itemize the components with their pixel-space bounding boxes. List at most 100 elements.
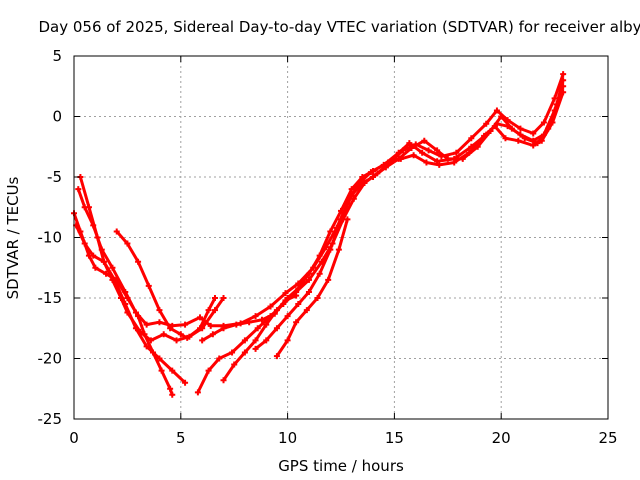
x-tick-label: 25 — [598, 429, 617, 447]
data-point — [444, 155, 451, 162]
chart-title: Day 056 of 2025, Sidereal Day-to-day VTE… — [38, 18, 640, 36]
data-point — [560, 77, 567, 84]
y-tick-label: 0 — [52, 108, 62, 126]
data-point — [459, 155, 466, 162]
x-tick-label: 15 — [385, 429, 404, 447]
data-point — [487, 128, 494, 135]
data-point — [316, 270, 323, 277]
data-point — [273, 353, 280, 360]
data-point — [303, 307, 310, 314]
data-point — [327, 228, 334, 235]
data-point — [284, 313, 291, 320]
data-point — [109, 264, 116, 271]
data-point — [293, 292, 300, 299]
data-point — [293, 319, 300, 326]
data-point — [167, 325, 174, 332]
data-point — [124, 240, 131, 247]
data-point — [370, 174, 377, 180]
series-line-track-7 — [222, 90, 565, 382]
data-point — [338, 216, 344, 223]
data-point — [145, 282, 152, 289]
data-point — [197, 314, 204, 321]
data-point — [241, 349, 248, 356]
data-point — [220, 295, 227, 301]
data-point — [160, 331, 167, 338]
data-point — [493, 107, 500, 114]
data-point — [534, 140, 541, 147]
data-point — [85, 204, 92, 211]
data-point — [474, 143, 481, 150]
data-point — [273, 325, 280, 332]
data-point — [508, 125, 515, 132]
data-point — [517, 125, 524, 132]
data-point — [498, 113, 505, 120]
data-point — [295, 285, 302, 292]
data-point — [169, 391, 176, 398]
data-point — [325, 276, 332, 283]
data-point — [344, 216, 351, 223]
data-point — [271, 310, 278, 317]
series-line-track-9 — [275, 217, 349, 358]
data-point — [229, 349, 236, 356]
data-point — [220, 325, 227, 332]
data-point — [406, 140, 413, 147]
data-point — [94, 234, 101, 241]
data-point — [530, 130, 537, 137]
data-point — [90, 252, 97, 259]
y-tick-label: 5 — [52, 47, 62, 65]
data-point — [350, 195, 357, 202]
data-point — [194, 389, 201, 396]
data-point — [295, 301, 302, 308]
data-point — [209, 331, 216, 338]
data-point — [205, 307, 212, 314]
data-point — [156, 307, 163, 314]
data-point — [135, 258, 142, 265]
data-point — [560, 71, 567, 78]
data-point — [216, 355, 223, 362]
data-point — [502, 135, 509, 142]
data-point — [103, 270, 110, 277]
data-point — [132, 325, 139, 332]
data-point — [182, 321, 189, 328]
data-point — [173, 337, 180, 344]
data-point — [553, 101, 560, 108]
data-point — [408, 144, 415, 151]
data-point — [359, 174, 366, 180]
data-point — [158, 367, 165, 374]
data-point — [143, 321, 150, 328]
data-point — [468, 135, 475, 142]
data-point — [252, 313, 259, 320]
data-point — [111, 276, 118, 283]
data-point — [231, 361, 238, 368]
data-point — [282, 290, 289, 297]
y-axis-label: SDTVAR / TECUs — [4, 176, 22, 299]
data-point — [156, 355, 163, 362]
data-point — [434, 147, 441, 154]
data-point — [263, 337, 270, 344]
y-tick-label: -15 — [38, 289, 63, 307]
data-point — [75, 186, 82, 193]
data-point — [545, 125, 552, 132]
data-point — [177, 331, 184, 338]
data-point — [92, 264, 99, 271]
series-line-track-5 — [115, 229, 217, 340]
data-point — [267, 303, 274, 310]
data-point — [316, 252, 323, 259]
data-point — [338, 207, 344, 214]
data-point — [348, 192, 355, 199]
data-point — [410, 152, 417, 159]
x-axis-label: GPS time / hours — [278, 457, 404, 475]
data-point — [169, 367, 176, 374]
data-point — [423, 159, 430, 166]
data-point — [425, 147, 432, 154]
data-point — [199, 337, 206, 344]
data-point — [167, 385, 174, 392]
data-point — [211, 295, 218, 301]
data-point — [241, 337, 248, 344]
data-point — [197, 325, 204, 332]
data-point — [451, 159, 458, 166]
data-point — [220, 377, 227, 384]
data-point — [521, 135, 528, 142]
data-point — [246, 319, 253, 326]
data-point — [530, 142, 537, 149]
